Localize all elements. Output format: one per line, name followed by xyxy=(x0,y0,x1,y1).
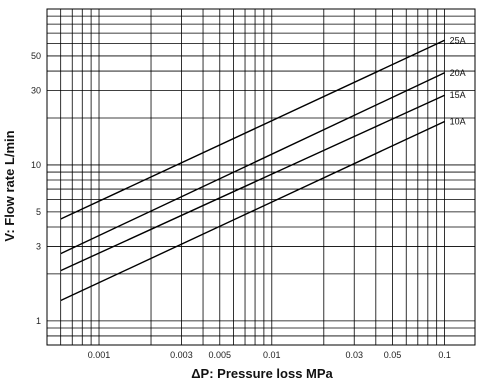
y-tick-label: 5 xyxy=(36,207,41,217)
x-tick-label: 0.1 xyxy=(438,350,451,360)
x-tick-label: 0.03 xyxy=(345,350,363,360)
x-tick-labels: 0.001 0.003 0.005 0.01 0.03 0.05 0.1 xyxy=(88,350,451,360)
plot-frame xyxy=(46,8,476,346)
x-tick-label: 0.001 xyxy=(88,350,111,360)
series-label-25A: 25A xyxy=(450,35,466,45)
series-group: 25A 20A 15A 10A xyxy=(60,35,466,302)
y-tick-label: 50 xyxy=(31,51,41,61)
y-axis-title: V: Flow rate L/min xyxy=(2,130,17,241)
x-axis-title: ΔP: Pressure loss MPa xyxy=(191,366,333,381)
series-label-10A: 10A xyxy=(450,116,466,126)
y-tick-label: 10 xyxy=(31,160,41,170)
grid xyxy=(47,9,475,345)
y-tick-label: 30 xyxy=(31,86,41,96)
series-line-25A xyxy=(60,39,445,220)
y-tick-label: 3 xyxy=(36,241,41,251)
x-tick-label: 0.01 xyxy=(263,350,281,360)
y-tick-label: 1 xyxy=(36,316,41,326)
series-line-20A xyxy=(60,72,445,255)
series-label-20A: 20A xyxy=(450,68,466,78)
x-tick-label: 0.003 xyxy=(170,350,193,360)
y-tick-labels: 1 3 5 10 30 50 xyxy=(31,51,41,326)
series-label-15A: 15A xyxy=(450,90,466,100)
series-line-15A xyxy=(60,94,445,272)
series-line-10A xyxy=(60,120,445,302)
x-tick-label: 0.005 xyxy=(209,350,232,360)
x-tick-label: 0.05 xyxy=(384,350,402,360)
